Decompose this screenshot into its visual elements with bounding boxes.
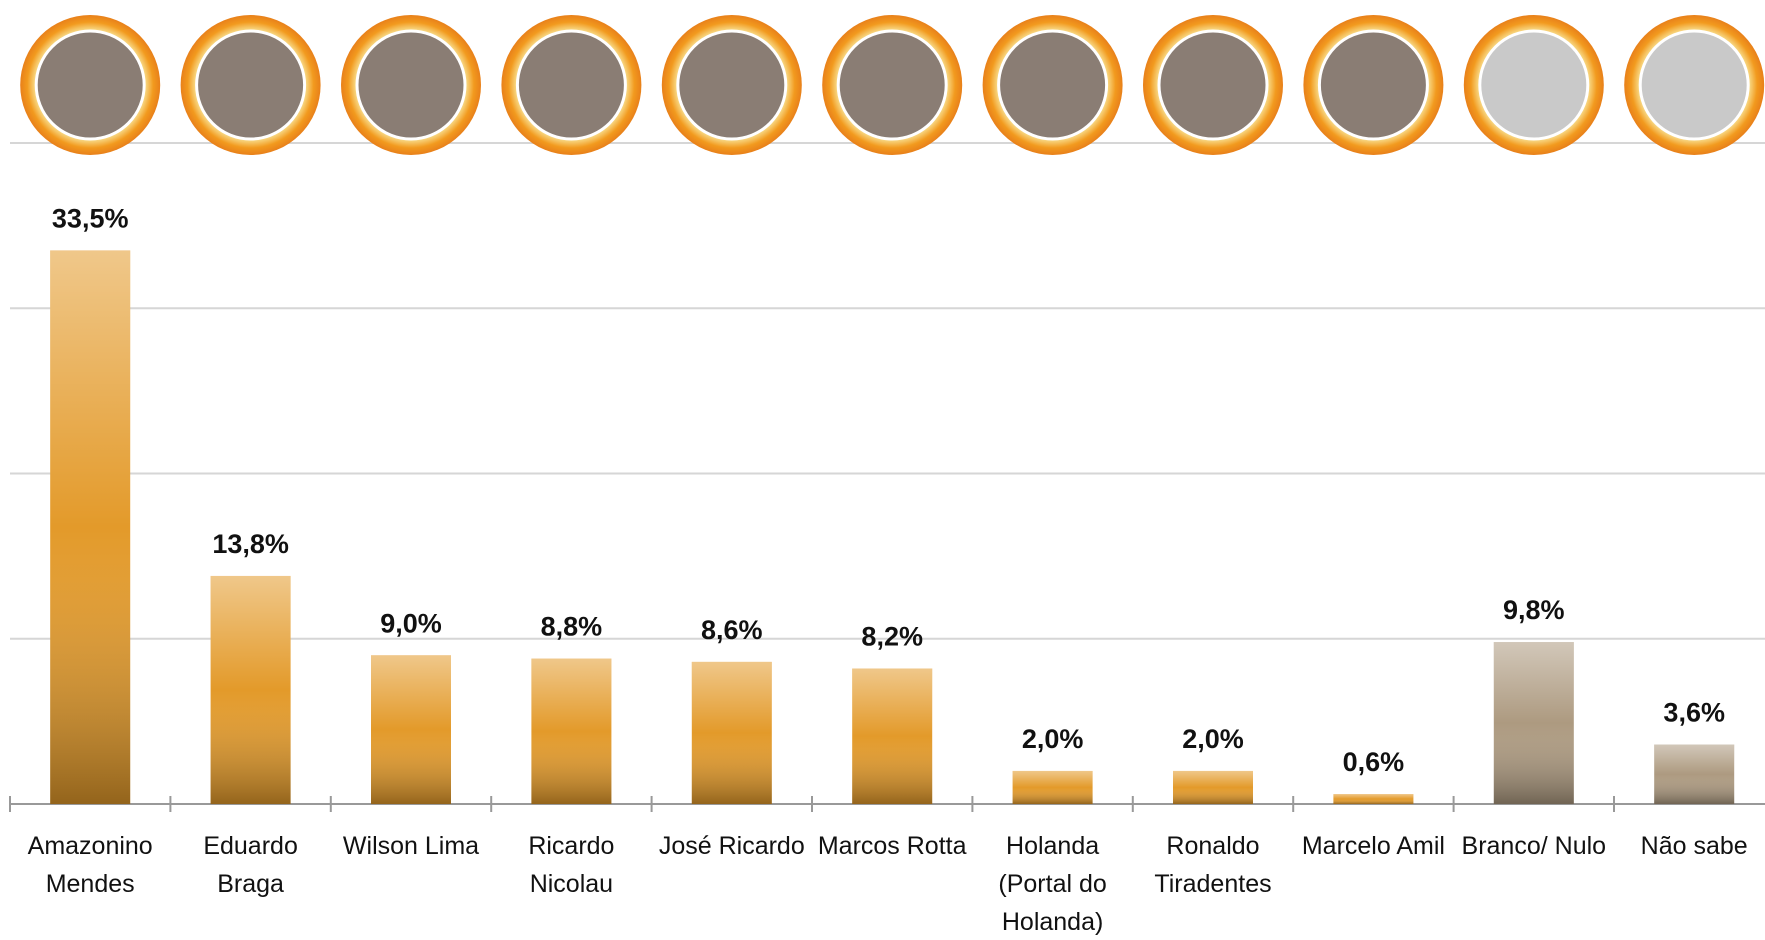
photo: [1319, 31, 1427, 139]
value-label: 8,6%: [701, 615, 763, 645]
photo: [517, 31, 625, 139]
x-tick-label: Ricardo Nicolau: [493, 827, 649, 903]
x-tick-label: Marcelo Amil: [1295, 827, 1451, 865]
value-label: 9,0%: [380, 608, 442, 638]
x-tick-label: Amazonino Mendes: [12, 827, 168, 903]
bar-shade: [371, 655, 451, 804]
photo: [999, 31, 1107, 139]
bar-shade: [1013, 771, 1093, 804]
x-tick-label: Holanda (Portal do Holanda): [975, 827, 1131, 940]
x-tick-label: Não sabe: [1616, 827, 1765, 865]
photo: [1480, 31, 1588, 139]
photo: [838, 31, 946, 139]
value-label: 33,5%: [52, 204, 129, 234]
value-label: 2,0%: [1022, 724, 1084, 754]
value-label: 2,0%: [1182, 724, 1244, 754]
page: 33,5% 13,8% 9,0% 8,8% 8,6% 8,2% 2,0% 2,0% 0,6% 9,…: [0, 0, 1765, 940]
bar-shade: [1494, 642, 1574, 804]
bar-shade: [852, 668, 932, 804]
photo: [36, 31, 144, 139]
value-label: 8,8%: [541, 612, 603, 642]
value-label: 3,6%: [1663, 698, 1725, 728]
photo: [197, 31, 305, 139]
value-label: 0,6%: [1343, 747, 1405, 777]
photo: [357, 31, 465, 139]
x-tick-label: Ronaldo Tiradentes: [1135, 827, 1291, 903]
photo: [1159, 31, 1267, 139]
x-tick-label: Branco/ Nulo: [1456, 827, 1612, 865]
x-tick-label: Eduardo Braga: [173, 827, 329, 903]
bar-shade: [50, 250, 130, 804]
photo: [678, 31, 786, 139]
bar-shade: [692, 662, 772, 804]
value-label: 9,8%: [1503, 595, 1565, 625]
value-label: 8,2%: [861, 622, 923, 652]
chart: 33,5% 13,8% 9,0% 8,8% 8,6% 8,2% 2,0% 2,0% 0,6% 9,…: [0, 0, 1765, 940]
photo: [1640, 31, 1748, 139]
bar-shade: [531, 659, 611, 804]
bar-shade: [211, 576, 291, 804]
x-tick-label: José Ricardo: [654, 827, 810, 865]
bar-shade: [1654, 745, 1734, 804]
value-label: 13,8%: [212, 529, 289, 559]
bar-shade: [1333, 794, 1413, 804]
x-tick-label: Marcos Rotta: [814, 827, 970, 865]
x-tick-label: Wilson Lima: [333, 827, 489, 865]
bar-shade: [1173, 771, 1253, 804]
